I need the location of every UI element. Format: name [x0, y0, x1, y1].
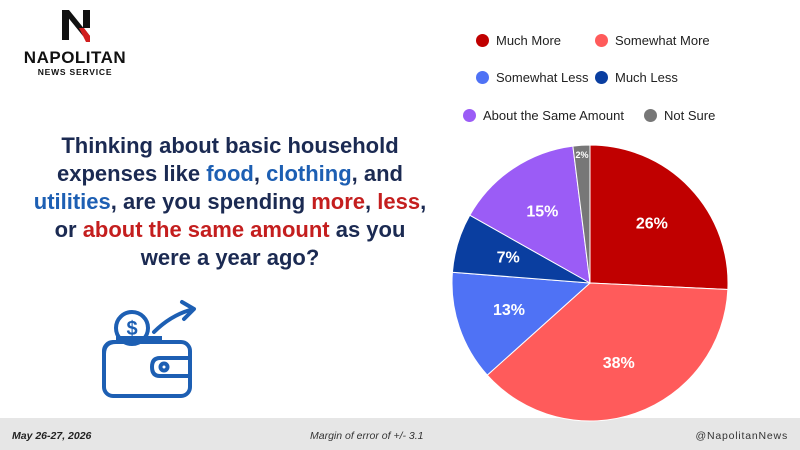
- wallet-with-coin-icon: $: [102, 300, 196, 398]
- pie-chart: 26% 38% 13% 7% 15% 2%: [451, 144, 729, 422]
- question-text: ,: [253, 161, 267, 186]
- brand-subtitle: NEWS SERVICE: [37, 67, 113, 77]
- legend-item: Much More: [476, 33, 561, 48]
- question-text: as you were a year ago?: [140, 217, 406, 270]
- question-highlight: about the same amount: [82, 217, 330, 242]
- question-text: ,: [365, 189, 378, 214]
- pie-data-label: 13%: [493, 302, 525, 319]
- question-highlight: less: [377, 189, 421, 214]
- legend-item: About the Same Amount: [463, 108, 624, 123]
- infographic-card: NAPOLITAN NEWS SERVICE Thinking about ba…: [0, 0, 800, 422]
- legend-swatch: [644, 109, 657, 122]
- question-highlight: utilities: [33, 189, 111, 214]
- question-highlight: clothing: [266, 161, 352, 186]
- legend-label: Much More: [496, 33, 562, 48]
- pie-slice: [469, 145, 591, 284]
- brand-name: NAPOLITAN: [23, 48, 127, 67]
- svg-text:$: $: [126, 318, 137, 340]
- legend-swatch: [595, 34, 608, 47]
- legend-label: Much Less: [615, 70, 678, 85]
- legend-label: Not Sure: [664, 108, 716, 123]
- pie-data-label: 2%: [576, 150, 589, 160]
- pie-slice: [589, 144, 729, 290]
- pie-data-label: 15%: [526, 203, 558, 220]
- pie-data-label: 38%: [603, 355, 635, 372]
- legend-label: Somewhat More: [615, 33, 710, 48]
- survey-date: May 26-27, 2026: [12, 430, 92, 442]
- social-handle: @NapolitanNews: [695, 430, 788, 442]
- margin-of-error: Margin of error of +/- 3.1: [310, 430, 424, 442]
- legend-swatch: [463, 109, 476, 122]
- question-text: Thinking about basic household expenses …: [57, 133, 399, 186]
- pie-slice: [572, 144, 591, 284]
- question-highlight: food: [206, 161, 254, 186]
- legend-swatch: [476, 34, 489, 47]
- question-highlight: more: [311, 189, 366, 214]
- legend-label: Somewhat Less: [496, 70, 589, 85]
- pie-data-label: 7%: [497, 250, 520, 267]
- legend-item: Not Sure: [644, 108, 715, 123]
- survey-question: Thinking about basic household expenses …: [30, 132, 430, 272]
- pie-slice: [486, 282, 729, 422]
- question-text: , are you spending: [110, 189, 312, 214]
- legend-label: About the Same Amount: [483, 108, 624, 123]
- question-text: , or: [54, 189, 427, 242]
- legend-item: Somewhat Less: [476, 70, 589, 85]
- napolitan-n-logo-icon: [62, 10, 90, 42]
- pie-slice: [451, 271, 592, 376]
- legend-item: Somewhat More: [595, 33, 710, 48]
- question-text: , and: [351, 161, 403, 186]
- legend-swatch: [595, 71, 608, 84]
- pie-data-label: 26%: [636, 215, 668, 232]
- legend-item: Much Less: [595, 70, 678, 85]
- legend-swatch: [476, 71, 489, 84]
